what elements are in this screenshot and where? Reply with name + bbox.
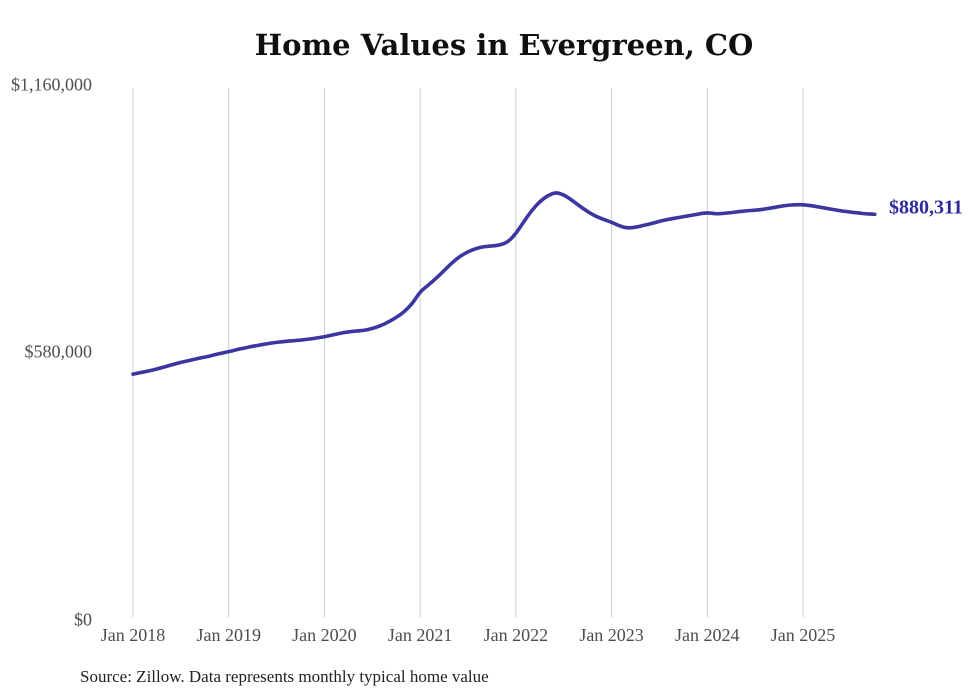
y-tick-label-max: $1,160,000 [11, 74, 92, 95]
x-tick-label: Jan 2018 [100, 625, 166, 645]
x-tick-label: Jan 2019 [196, 625, 261, 645]
x-tick-label: Jan 2022 [483, 625, 549, 645]
current-value-label: $880,311 [889, 196, 963, 219]
x-tick-label: Jan 2020 [292, 625, 357, 645]
y-tick-label-zero: $0 [74, 609, 92, 630]
y-tick-label-mid: $580,000 [24, 341, 93, 362]
x-tick-label: Jan 2025 [770, 625, 836, 645]
home-value-line [131, 191, 877, 376]
source-note: Source: Zillow. Data represents monthly … [80, 667, 489, 686]
x-tick-label: Jan 2024 [675, 625, 740, 645]
x-tick-label: Jan 2023 [579, 625, 644, 645]
x-tick-label: Jan 2021 [387, 625, 453, 645]
chart-title: Home Values in Evergreen, CO [254, 28, 754, 62]
